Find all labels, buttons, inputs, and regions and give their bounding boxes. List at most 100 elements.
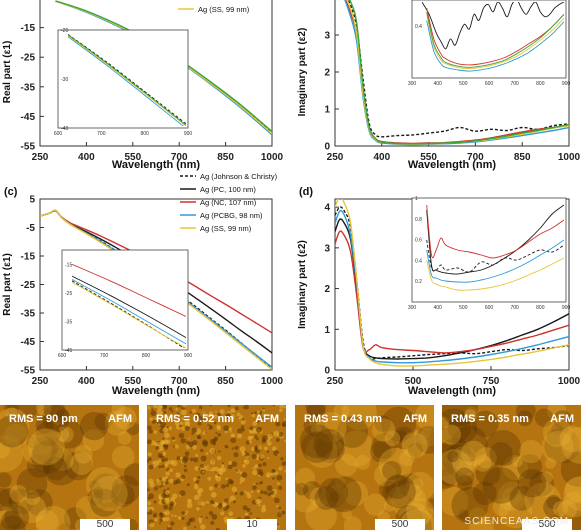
series-line [426,239,564,273]
afm-grain [177,405,181,408]
afm-grain [275,437,280,443]
afm-grain [524,482,562,519]
afm-grain [147,457,152,462]
afm-grain [189,517,195,523]
afm-rms-label: RMS = 90 pm [9,413,78,425]
afm-grain [401,432,428,459]
afm-grain [247,435,253,441]
afm-grain [178,516,181,519]
afm-grain [180,474,186,480]
inset-y-tick-label: -15 [65,262,72,268]
afm-grain [263,446,268,451]
afm-grain [405,471,434,502]
afm-grain [197,517,203,522]
afm-rms-label: RMS = 0.35 nm [451,413,529,425]
afm-grain [327,430,346,450]
afm-grain [163,504,169,510]
afm-grain [36,405,52,416]
watermark-text: SCIENCEAAS.COM [464,516,569,527]
x-tick-label: 400 [78,376,95,387]
afm-grain [165,471,170,476]
afm-grain [395,430,408,443]
afm-grain [167,479,171,483]
afm-grain [263,490,268,495]
afm-grain [278,432,284,437]
y-tick-label: 0 [324,142,330,153]
afm-grain [157,423,161,427]
afm-grain [502,487,522,507]
afm-grain [153,514,157,518]
afm-grain [147,452,152,457]
afm-grain [174,444,179,449]
afm-grain [221,464,225,468]
afm-grain [147,488,150,492]
afm-grain [309,487,330,508]
afm-grain [248,429,251,432]
afm-grain [175,472,181,478]
afm-background [442,405,581,530]
series-line [426,257,564,291]
inset-x-tick-label: 900 [562,81,571,87]
afm-grain [239,471,243,475]
afm-grain [261,507,267,513]
afm-grain [0,515,26,530]
afm-grain [529,471,554,497]
afm-grain [442,405,479,427]
afm-grain [181,417,185,421]
afm-grain [455,467,474,487]
inset-x-tick-label: 500 [459,305,468,311]
afm-grain [217,433,221,437]
legend-entry: Ag (PCBG, 98 nm) [200,211,263,220]
afm-grain [442,467,458,486]
afm-grain [0,488,18,508]
chart-panel-d: 250 500 750 1000 0 1 2 3 4 Wavelength (nm) Imagina… [297,186,581,397]
afm-grain [305,499,337,530]
plot-frame [39,0,273,147]
afm-grain [150,410,157,417]
afm-grain [284,469,286,473]
afm-grain [303,414,325,436]
afm-grain [252,465,257,470]
afm-grain [35,510,59,530]
afm-grain [42,448,80,486]
afm-grain [207,476,212,481]
afm-grain [155,446,160,451]
afm-grain [156,478,160,483]
afm-grain [228,427,233,431]
series-line [426,11,564,68]
afm-grain [82,429,105,451]
x-tick-label: 550 [124,152,141,163]
afm-grain [164,498,170,504]
series-group [344,0,569,146]
afm-grain [43,405,65,420]
afm-grain [215,431,218,434]
inset-y-tick-label: -35 [65,319,72,325]
y-tick-label: -25 [21,280,36,291]
afm-grain [427,498,434,509]
afm-grain [419,426,434,447]
afm-grain [260,490,264,494]
afm-grain [237,433,243,439]
x-tick-label: 250 [32,376,49,387]
afm-grain [278,506,282,510]
afm-grain [225,412,232,419]
afm-grain [222,501,227,507]
afm-grain [59,523,71,530]
afm-grain [220,511,225,516]
afm-grain [278,485,283,490]
afm-grain [261,504,266,509]
afm-grain [216,424,221,429]
afm-grain [276,524,281,529]
afm-grain [205,465,212,471]
afm-grain [0,415,29,448]
afm-grain [180,438,186,444]
afm-grain [267,441,272,446]
afm-grain [162,451,167,456]
inset-x-tick-label: 600 [485,305,494,311]
afm-grain [241,472,248,478]
afm-grain [227,464,233,470]
afm-grain [162,477,167,482]
afm-grain [223,425,229,432]
afm-grain [383,499,396,512]
afm-grain [519,439,543,464]
